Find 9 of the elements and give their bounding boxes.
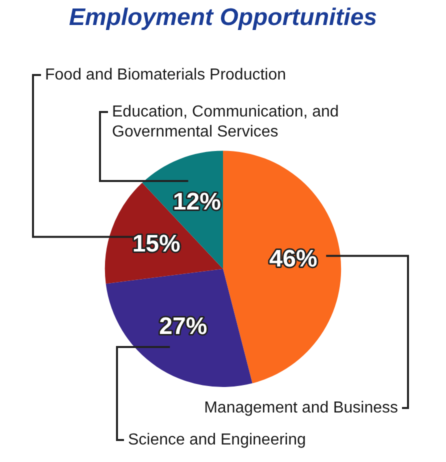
slice-label: Management and Business xyxy=(204,399,398,416)
chart-title: Employment Opportunities xyxy=(68,4,378,32)
slice-label: Food and Biomaterials Production xyxy=(45,66,286,84)
data-label: 15% xyxy=(132,230,180,258)
data-label: 27% xyxy=(159,313,208,340)
slice-label: Education, Communication, and Governmental Services xyxy=(112,103,339,140)
slice-label: Science and Engineering xyxy=(128,431,306,448)
data-label: 12% xyxy=(172,188,221,216)
data-label: 46% xyxy=(269,246,318,273)
